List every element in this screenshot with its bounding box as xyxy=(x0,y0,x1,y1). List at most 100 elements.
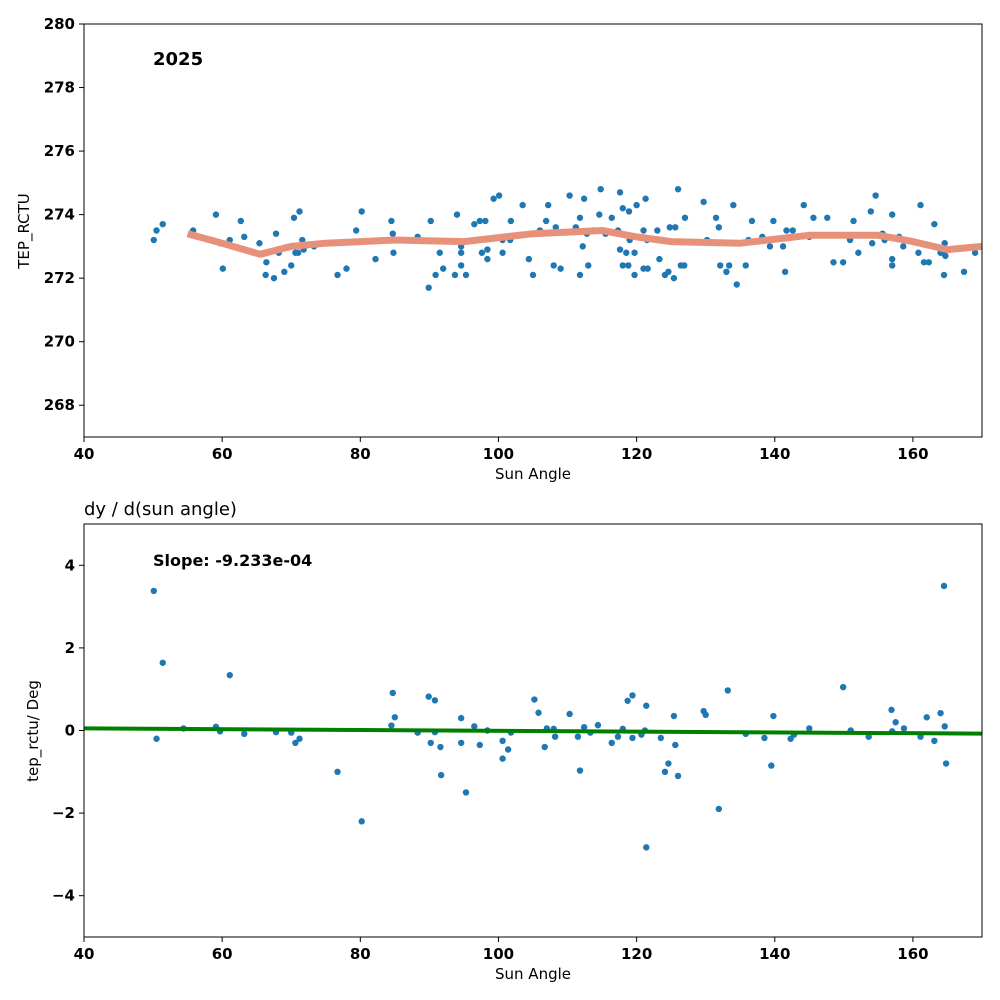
top-chart-data-point xyxy=(640,227,647,234)
bottom-chart-data-point xyxy=(388,722,395,729)
top-chart-x-tick-label: 100 xyxy=(483,445,514,463)
bottom-chart-x-tick-label: 40 xyxy=(74,945,95,963)
top-chart-data-point xyxy=(971,249,979,256)
bottom-chart-axes-frame xyxy=(83,523,983,938)
top-chart-data-point xyxy=(343,265,350,272)
top-chart-data-point xyxy=(566,192,573,199)
bottom-chart-data-point xyxy=(574,733,582,740)
bottom-chart-data-point xyxy=(389,689,396,697)
top-chart-data-point xyxy=(766,243,774,250)
bottom-chart-data-point xyxy=(437,743,444,751)
top-chart-data-point xyxy=(576,214,584,221)
bottom-chart-annotation: Slope: -9.233e-04 xyxy=(153,551,312,570)
top-chart-data-point xyxy=(334,271,341,279)
top-chart-y-tick-label: 272 xyxy=(44,269,75,287)
top-chart-data-point xyxy=(625,262,632,269)
top-chart-data-point xyxy=(557,265,564,272)
top-chart-data-point xyxy=(352,227,360,234)
top-chart-data-point xyxy=(623,249,630,256)
bottom-chart-x-tick-label: 100 xyxy=(483,945,514,963)
bottom-chart-data-point xyxy=(576,767,584,774)
top-chart-data-point xyxy=(616,189,624,196)
top-chart-data-point xyxy=(941,240,948,247)
bottom-chart-plot-area xyxy=(84,582,982,851)
top-chart-x-axis-label: Sun Angle xyxy=(495,465,571,483)
top-chart-data-point xyxy=(453,211,461,218)
top-chart-data-point xyxy=(389,230,396,237)
top-chart-data-point xyxy=(850,217,857,225)
bottom-chart-data-point xyxy=(629,734,636,742)
top-chart-data-point xyxy=(427,217,434,225)
bottom-chart-data-point xyxy=(457,714,465,722)
bottom-chart-data-point xyxy=(761,734,768,742)
bottom-chart-data-point xyxy=(531,696,538,703)
top-chart-data-point xyxy=(665,268,672,275)
bottom-chart-data-point xyxy=(425,693,432,700)
top-chart-data-point xyxy=(631,271,638,279)
top-chart-data-point xyxy=(770,217,777,225)
top-chart-data-point xyxy=(889,255,896,263)
bottom-chart-data-point xyxy=(670,712,678,720)
top-chart: 2025 Sun Angle TEP_RCTU 40 60 80 100 120 140 1… xyxy=(15,15,983,483)
bottom-chart-data-point xyxy=(806,725,813,732)
top-chart-trend-line xyxy=(186,227,982,258)
bottom-chart-data-point xyxy=(865,733,872,740)
top-chart-x-tick-label: 40 xyxy=(74,445,95,463)
bottom-chart-data-point xyxy=(768,762,775,769)
top-chart-data-point xyxy=(525,255,533,263)
bottom-chart-data-point xyxy=(608,739,615,747)
top-chart-data-point xyxy=(150,236,157,244)
top-chart-data-point xyxy=(425,284,432,291)
top-chart-annotation: 2025 xyxy=(153,49,203,70)
top-chart-data-point xyxy=(644,265,651,272)
top-chart-data-point xyxy=(296,208,303,215)
top-chart-x-tick-label: 80 xyxy=(350,445,371,463)
top-chart-data-point xyxy=(580,195,588,202)
top-chart-data-point xyxy=(748,217,756,225)
top-chart-x-tick-label: 60 xyxy=(212,445,233,463)
bottom-chart-data-point xyxy=(665,760,672,767)
bottom-chart-data-point xyxy=(535,709,542,716)
top-chart-data-point xyxy=(597,186,604,193)
top-chart-data-point xyxy=(915,249,922,256)
top-chart-y-tick-label: 274 xyxy=(44,206,75,224)
top-chart-data-point xyxy=(484,255,491,263)
top-chart-data-point xyxy=(476,217,484,225)
bottom-chart-data-point xyxy=(566,710,573,718)
bottom-chart-data-point xyxy=(942,760,950,767)
top-chart-data-point xyxy=(219,265,227,272)
top-chart-data-point xyxy=(462,271,470,279)
top-chart-data-point xyxy=(471,220,478,228)
bottom-chart-data-point xyxy=(888,706,895,714)
top-chart-data-point xyxy=(440,265,447,272)
top-chart-data-point xyxy=(212,211,220,218)
top-chart-data-point xyxy=(619,205,626,212)
top-chart-data-point xyxy=(781,268,789,275)
bottom-chart-data-point xyxy=(624,697,631,704)
top-chart-data-point xyxy=(499,249,506,256)
bottom-chart-title: dy / d(sun angle) xyxy=(84,499,237,520)
top-chart-data-point xyxy=(388,217,395,225)
bottom-chart-x-axis-label: Sun Angle xyxy=(495,965,571,983)
top-chart-data-point xyxy=(712,214,720,221)
top-chart-x-tick-label: 140 xyxy=(759,445,790,463)
top-chart-data-point xyxy=(779,243,787,250)
top-chart-data-point xyxy=(585,262,592,269)
top-chart-y-axis-label: TEP_RCTU xyxy=(15,193,34,269)
top-chart-data-point xyxy=(920,259,928,266)
top-chart-data-point xyxy=(272,230,280,237)
top-chart-data-point xyxy=(159,220,166,228)
bottom-chart-data-point xyxy=(551,733,559,740)
top-chart-data-point xyxy=(672,224,679,231)
top-chart-data-point xyxy=(619,262,626,269)
bottom-chart-data-point xyxy=(724,687,731,694)
top-chart-data-point xyxy=(940,271,948,279)
top-chart-data-point xyxy=(451,271,459,279)
bottom-chart-data-point xyxy=(702,711,709,719)
bottom-chart-data-point xyxy=(931,737,938,745)
bottom-chart-data-point xyxy=(923,714,930,721)
top-chart-data-point xyxy=(281,268,288,275)
bottom-chart-y-tick-label: 2 xyxy=(65,639,75,657)
bottom-chart-data-point xyxy=(499,737,506,745)
